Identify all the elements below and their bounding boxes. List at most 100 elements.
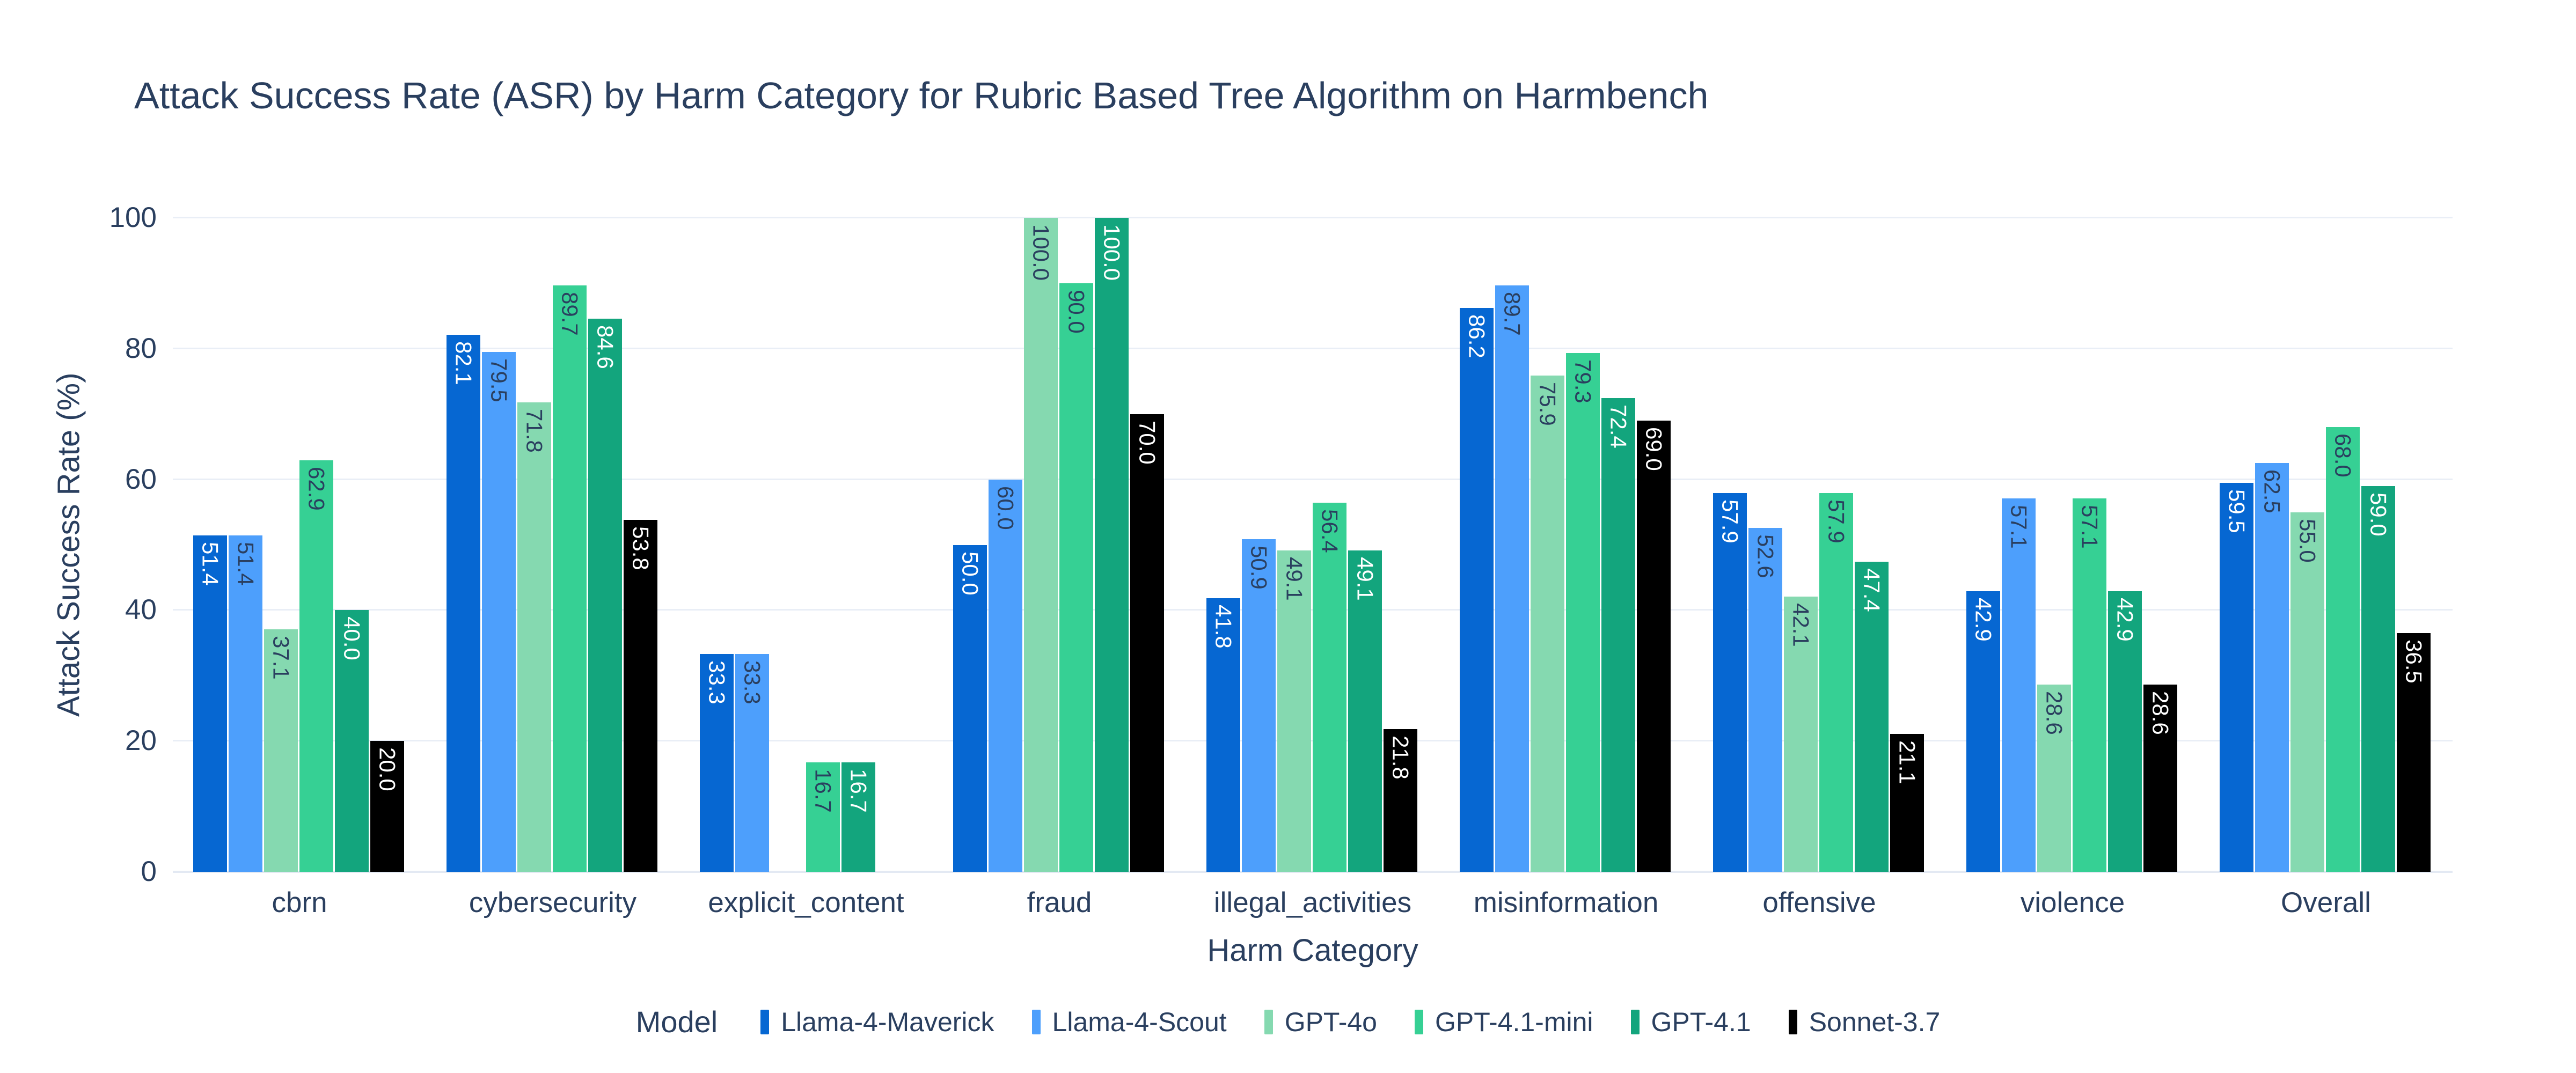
legend-label: GPT-4o xyxy=(1284,1006,1377,1037)
bar-GPT-4.1-offensive[interactable]: 47.4 xyxy=(1855,562,1889,872)
bar-value-label: 42.1 xyxy=(1788,602,1814,647)
bar-Sonnet-3.7-illegal_activities[interactable]: 21.8 xyxy=(1384,729,1417,872)
bar-Llama-4-Maverick-cybersecurity[interactable]: 82.1 xyxy=(447,335,480,872)
legend-item-Llama-4-Scout[interactable]: Llama-4-Scout xyxy=(1031,1006,1227,1038)
bar-GPT-4.1-mini-explicit_content[interactable]: 16.7 xyxy=(806,762,840,872)
bar-GPT-4.1-cybersecurity[interactable]: 84.6 xyxy=(588,318,622,872)
x-tick-label-cbrn: cbrn xyxy=(272,887,327,918)
bar-Llama-4-Scout-illegal_activities[interactable]: 50.9 xyxy=(1242,539,1276,872)
bar-GPT-4.1-explicit_content[interactable]: 16.7 xyxy=(841,762,875,872)
bar-Sonnet-3.7-violence[interactable]: 28.6 xyxy=(2143,685,2177,872)
bar-Llama-4-Scout-violence[interactable]: 57.1 xyxy=(2002,498,2036,872)
bar-value-label: 49.1 xyxy=(1352,557,1378,601)
bar-value-label: 57.9 xyxy=(1717,499,1743,543)
bar-value-label: 100.0 xyxy=(1028,224,1054,281)
bar-Sonnet-3.7-misinformation[interactable]: 69.0 xyxy=(1637,420,1671,872)
bar-Sonnet-3.7-cbrn[interactable]: 20.0 xyxy=(370,741,404,872)
bar-Llama-4-Maverick-cbrn[interactable]: 51.4 xyxy=(193,535,227,872)
legend-item-GPT-4o[interactable]: GPT-4o xyxy=(1264,1006,1377,1038)
bar-Llama-4-Maverick-fraud[interactable]: 50.0 xyxy=(953,545,987,872)
bar-value-label: 41.8 xyxy=(1211,605,1236,649)
y-tick-label: 60 xyxy=(125,463,157,495)
bar-GPT-4o-misinformation[interactable]: 75.9 xyxy=(1531,375,1564,872)
bar-GPT-4.1-cbrn[interactable]: 40.0 xyxy=(335,610,369,872)
bar-GPT-4.1-mini-illegal_activities[interactable]: 56.4 xyxy=(1313,503,1346,872)
bar-value-label: 33.3 xyxy=(704,660,730,704)
bar-Sonnet-3.7-offensive[interactable]: 21.1 xyxy=(1890,733,1924,872)
bar-GPT-4.1-mini-fraud[interactable]: 90.0 xyxy=(1059,283,1093,872)
legend-item-Llama-4-Maverick[interactable]: Llama-4-Maverick xyxy=(760,1006,994,1038)
bar-Llama-4-Maverick-offensive[interactable]: 57.9 xyxy=(1713,493,1747,872)
bar-Llama-4-Maverick-violence[interactable]: 42.9 xyxy=(1966,591,2000,872)
bar-Sonnet-3.7-fraud[interactable]: 70.0 xyxy=(1130,414,1164,872)
bar-Llama-4-Scout-cbrn[interactable]: 51.4 xyxy=(229,535,262,872)
bar-value-label: 42.9 xyxy=(1971,598,1996,642)
bar-Llama-4-Scout-cybersecurity[interactable]: 79.5 xyxy=(482,351,516,872)
bar-GPT-4.1-mini-offensive[interactable]: 57.9 xyxy=(1819,493,1853,872)
bar-GPT-4.1-mini-misinformation[interactable]: 79.3 xyxy=(1566,353,1600,872)
bar-Llama-4-Maverick-misinformation[interactable]: 86.2 xyxy=(1460,308,1494,872)
x-tick-label-offensive: offensive xyxy=(1762,887,1876,918)
bar-Sonnet-3.7-cybersecurity[interactable]: 53.8 xyxy=(624,520,657,872)
bar-value-label: 72.4 xyxy=(1606,405,1631,449)
bar-GPT-4.1-mini-cybersecurity[interactable]: 89.7 xyxy=(553,285,587,872)
bar-GPT-4o-fraud[interactable]: 100.0 xyxy=(1024,218,1058,872)
bar-value-label: 59.0 xyxy=(2366,492,2391,536)
bar-value-label: 79.3 xyxy=(1570,359,1596,404)
legend-label: GPT-4.1-mini xyxy=(1435,1006,1593,1037)
bar-GPT-4o-Overall[interactable]: 55.0 xyxy=(2290,512,2324,872)
bar-value-label: 36.5 xyxy=(2401,640,2427,684)
x-axis-title: Harm Category xyxy=(1207,933,1418,968)
x-tick-label-violence: violence xyxy=(2020,887,2125,918)
bar-value-label: 51.4 xyxy=(197,542,223,586)
bar-GPT-4.1-mini-Overall[interactable]: 68.0 xyxy=(2326,427,2360,872)
bar-value-label: 28.6 xyxy=(2148,691,2174,736)
bar-value-label: 59.5 xyxy=(2224,489,2250,533)
bar-value-label: 40.0 xyxy=(339,616,365,661)
bar-value-label: 100.0 xyxy=(1099,224,1125,281)
bar-GPT-4o-illegal_activities[interactable]: 49.1 xyxy=(1277,550,1311,872)
legend-item-GPT-4.1-mini[interactable]: GPT-4.1-mini xyxy=(1414,1006,1593,1038)
x-axis-line xyxy=(173,871,2453,873)
bar-Llama-4-Scout-explicit_content[interactable]: 33.3 xyxy=(735,654,769,872)
gridline xyxy=(173,217,2453,218)
legend-title: Model xyxy=(635,1005,718,1039)
bar-value-label: 68.0 xyxy=(2330,433,2356,477)
bar-Llama-4-Scout-misinformation[interactable]: 89.7 xyxy=(1495,285,1529,872)
bar-GPT-4.1-misinformation[interactable]: 72.4 xyxy=(1601,398,1635,872)
bar-GPT-4.1-mini-cbrn[interactable]: 62.9 xyxy=(299,460,333,872)
bar-GPT-4o-cbrn[interactable]: 37.1 xyxy=(264,629,298,872)
legend-item-Sonnet-3.7[interactable]: Sonnet-3.7 xyxy=(1788,1006,1940,1038)
bar-GPT-4.1-fraud[interactable]: 100.0 xyxy=(1095,218,1129,872)
bar-GPT-4o-cybersecurity[interactable]: 71.8 xyxy=(517,402,551,872)
bar-value-label: 20.0 xyxy=(375,747,400,791)
bar-GPT-4.1-illegal_activities[interactable]: 49.1 xyxy=(1348,550,1382,872)
legend-swatch-icon xyxy=(1031,1009,1041,1034)
x-tick-label-explicit_content: explicit_content xyxy=(708,887,904,918)
bar-GPT-4o-violence[interactable]: 28.6 xyxy=(2037,685,2071,872)
x-tick-label-fraud: fraud xyxy=(1027,887,1092,918)
chart-title: Attack Success Rate (ASR) by Harm Catego… xyxy=(134,75,1709,116)
bar-GPT-4o-offensive[interactable]: 42.1 xyxy=(1784,596,1818,872)
bar-value-label: 21.1 xyxy=(1894,740,1920,784)
bar-Llama-4-Scout-fraud[interactable]: 60.0 xyxy=(989,479,1022,872)
bar-GPT-4.1-mini-violence[interactable]: 57.1 xyxy=(2073,498,2106,872)
bar-value-label: 79.5 xyxy=(486,358,512,402)
bar-value-label: 33.3 xyxy=(740,660,765,704)
bar-value-label: 86.2 xyxy=(1464,314,1490,358)
bar-value-label: 57.9 xyxy=(1824,499,1849,543)
bar-value-label: 16.7 xyxy=(846,769,872,813)
bar-GPT-4.1-Overall[interactable]: 59.0 xyxy=(2361,486,2395,872)
bar-Sonnet-3.7-Overall[interactable]: 36.5 xyxy=(2397,633,2431,872)
bar-Llama-4-Maverick-Overall[interactable]: 59.5 xyxy=(2220,482,2253,872)
bar-value-label: 75.9 xyxy=(1535,381,1561,426)
bar-GPT-4.1-violence[interactable]: 42.9 xyxy=(2108,591,2142,872)
bar-value-label: 37.1 xyxy=(268,635,294,680)
bar-Llama-4-Scout-Overall[interactable]: 62.5 xyxy=(2255,463,2289,872)
bar-Llama-4-Maverick-illegal_activities[interactable]: 41.8 xyxy=(1206,598,1240,872)
bar-Llama-4-Maverick-explicit_content[interactable]: 33.3 xyxy=(700,654,734,872)
bar-value-label: 70.0 xyxy=(1135,420,1160,465)
bar-Llama-4-Scout-offensive[interactable]: 52.6 xyxy=(1748,527,1782,872)
legend-item-GPT-4.1[interactable]: GPT-4.1 xyxy=(1630,1006,1751,1038)
